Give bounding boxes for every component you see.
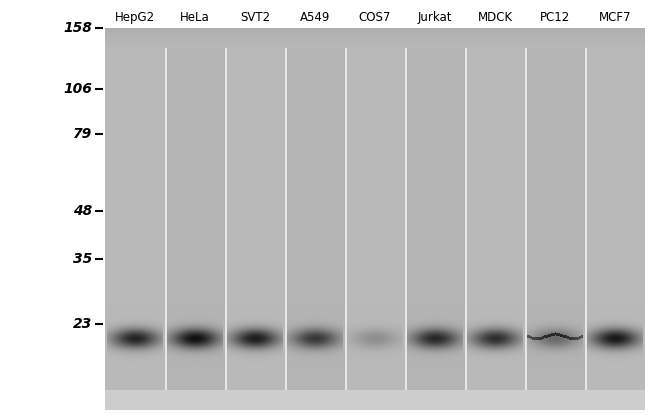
Text: HeLa: HeLa (180, 11, 210, 24)
Text: COS7: COS7 (359, 11, 391, 24)
Text: MCF7: MCF7 (599, 11, 631, 24)
Text: PC12: PC12 (540, 11, 570, 24)
Text: SVT2: SVT2 (240, 11, 270, 24)
Text: 48: 48 (73, 204, 92, 218)
Text: 158: 158 (63, 21, 92, 35)
Text: 106: 106 (63, 82, 92, 96)
Text: MDCK: MDCK (478, 11, 513, 24)
Text: 23: 23 (73, 317, 92, 331)
Text: 35: 35 (73, 252, 92, 266)
Text: Jurkat: Jurkat (418, 11, 452, 24)
Text: 79: 79 (73, 127, 92, 141)
Text: HepG2: HepG2 (115, 11, 155, 24)
Text: A549: A549 (300, 11, 330, 24)
